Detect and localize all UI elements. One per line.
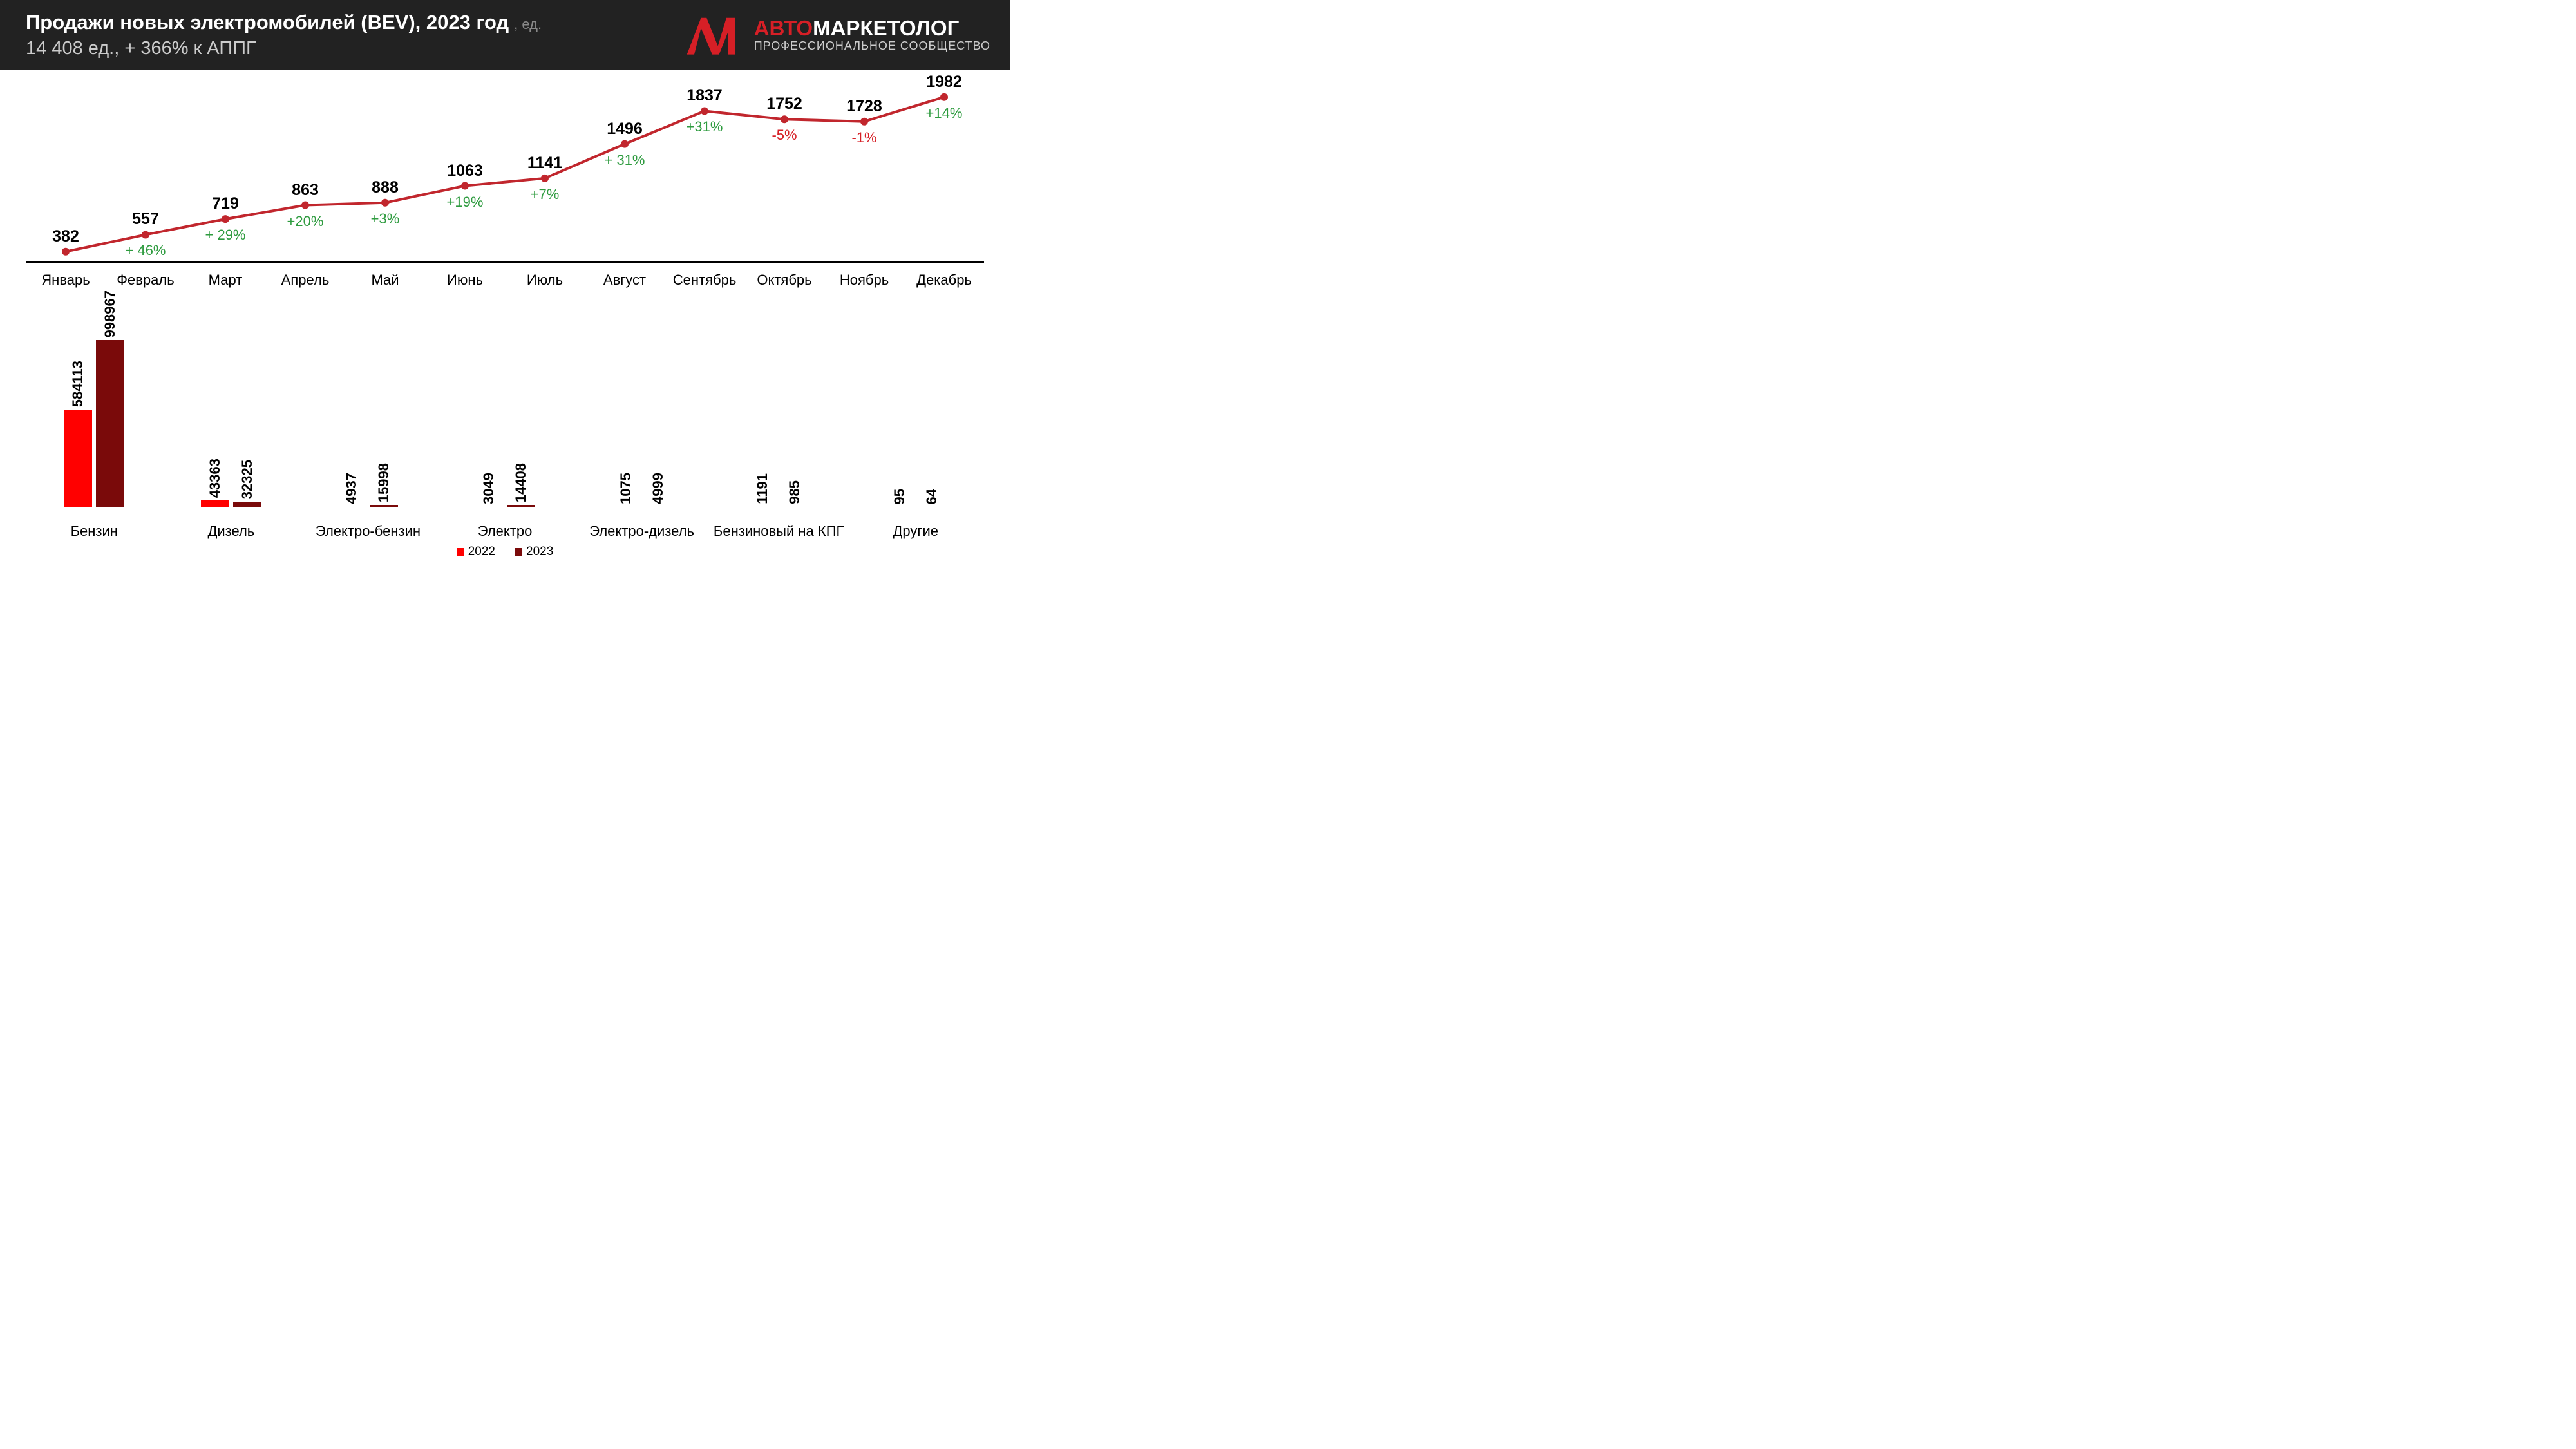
month-label: Апрель bbox=[265, 272, 345, 289]
logo-line2: ПРОФЕССИОНАЛЬНОЕ СООБЩЕСТВО bbox=[754, 40, 990, 53]
month-label: Май bbox=[345, 272, 425, 289]
line-pct: + 31% bbox=[605, 152, 645, 169]
logo-block: АВТОМАРКЕТОЛОГ ПРОФЕССИОНАЛЬНОЕ СООБЩЕСТ… bbox=[683, 12, 990, 57]
legend: 2022 2023 bbox=[26, 545, 984, 559]
month-label: Февраль bbox=[106, 272, 185, 289]
logo-line1: АВТОМАРКЕТОЛОГ bbox=[754, 17, 990, 40]
line-value: 1141 bbox=[527, 154, 562, 173]
bar-value-2022: 4937 bbox=[343, 473, 360, 504]
line-pct: +3% bbox=[371, 211, 400, 227]
logo-icon bbox=[683, 12, 741, 57]
bar-value-2023: 32325 bbox=[239, 460, 256, 499]
line-pct: -1% bbox=[851, 129, 876, 146]
line-value: 1837 bbox=[687, 86, 723, 105]
category-label: Электро-бензин bbox=[299, 523, 437, 540]
header-left: Продажи новых электромобилей (BEV), 2023… bbox=[26, 11, 542, 59]
line-value: 719 bbox=[212, 194, 239, 213]
line-chart: 382 557 + 46% 719 + 29% 863 +20% 888 +3% 1063 +19%… bbox=[26, 82, 984, 289]
line-value: 863 bbox=[292, 181, 319, 200]
category-label: Дизель bbox=[163, 523, 300, 540]
bar-value-2022: 1191 bbox=[754, 473, 771, 504]
month-label: Август bbox=[585, 272, 665, 289]
month-label: Сентябрь bbox=[665, 272, 744, 289]
month-label: Ноябрь bbox=[824, 272, 904, 289]
line-pct: +7% bbox=[531, 186, 560, 203]
bar-chart: 584113998967 43363 32325 4937 15998 3049 14408… bbox=[26, 314, 984, 559]
bar-value-2023: 64 bbox=[923, 489, 940, 504]
bar-value-2023: 4999 bbox=[650, 473, 667, 504]
legend-label-2022: 2022 bbox=[468, 545, 495, 559]
bar-value-2023: 998967 bbox=[102, 290, 118, 337]
logo-red-part: АВТО bbox=[754, 16, 813, 40]
line-pct: +14% bbox=[926, 105, 963, 122]
bar-2023 bbox=[96, 340, 124, 507]
category-label: Электро bbox=[437, 523, 574, 540]
line-value: 557 bbox=[132, 210, 159, 229]
line-value: 382 bbox=[52, 227, 79, 246]
month-label: Октябрь bbox=[744, 272, 824, 289]
x-axis bbox=[26, 261, 984, 263]
line-value: 1063 bbox=[447, 162, 483, 180]
legend-swatch-2023 bbox=[515, 548, 522, 556]
page-title: Продажи новых электромобилей (BEV), 2023… bbox=[26, 11, 509, 34]
line-pct: +20% bbox=[287, 213, 324, 230]
category-labels: БензинДизельЭлектро-бензинЭлектроЭлектро… bbox=[26, 523, 984, 540]
category-label: Бензин bbox=[26, 523, 163, 540]
category-label: Бензиновый на КПГ bbox=[710, 523, 848, 540]
header-bar: Продажи новых электромобилей (BEV), 2023… bbox=[0, 0, 1010, 70]
month-label: Январь bbox=[26, 272, 106, 289]
bar-2022 bbox=[64, 410, 92, 507]
legend-swatch-2022 bbox=[457, 548, 464, 556]
line-svg bbox=[26, 82, 984, 263]
month-label: Июль bbox=[505, 272, 585, 289]
bar-value-2022: 584113 bbox=[70, 361, 86, 407]
bar-value-2023: 14408 bbox=[513, 463, 529, 502]
line-value: 1496 bbox=[607, 120, 643, 138]
line-pct: +31% bbox=[687, 118, 723, 135]
line-value: 888 bbox=[372, 178, 399, 197]
title-row: Продажи новых электромобилей (BEV), 2023… bbox=[26, 11, 542, 34]
logo-white-part: МАРКЕТОЛОГ bbox=[813, 16, 959, 40]
line-pct: + 46% bbox=[126, 242, 166, 259]
category-label: Другие bbox=[847, 523, 984, 540]
subtitle: 14 408 ед., + 366% к АППГ bbox=[26, 38, 542, 59]
bar-groups: 584113998967 43363 32325 4937 15998 3049 14408… bbox=[26, 314, 984, 507]
bar-group: 584113998967 bbox=[26, 340, 163, 507]
bar-value-2023: 985 bbox=[786, 480, 803, 504]
line-value: 1982 bbox=[926, 73, 962, 91]
bar-value-2022: 1075 bbox=[618, 473, 634, 504]
bar-value-2022: 95 bbox=[891, 489, 908, 504]
bar-value-2022: 3049 bbox=[480, 473, 497, 504]
legend-2023: 2023 bbox=[515, 545, 553, 559]
line-pct: +19% bbox=[447, 194, 484, 211]
month-label: Март bbox=[185, 272, 265, 289]
line-pct: + 29% bbox=[205, 227, 246, 243]
line-value: 1728 bbox=[846, 97, 882, 116]
line-pct: -5% bbox=[772, 127, 797, 144]
month-label: Декабрь bbox=[904, 272, 984, 289]
month-labels: ЯнварьФевральМартАпрельМайИюньИюльАвгуст… bbox=[26, 272, 984, 289]
bar-value-2022: 43363 bbox=[207, 459, 223, 498]
bar-value-2023: 15998 bbox=[375, 463, 392, 502]
legend-label-2023: 2023 bbox=[526, 545, 553, 559]
line-value: 1752 bbox=[766, 95, 802, 113]
legend-2022: 2022 bbox=[457, 545, 495, 559]
month-label: Июнь bbox=[425, 272, 505, 289]
category-label: Электро-дизель bbox=[573, 523, 710, 540]
title-unit: , ед. bbox=[514, 16, 542, 33]
logo-text: АВТОМАРКЕТОЛОГ ПРОФЕССИОНАЛЬНОЕ СООБЩЕСТ… bbox=[754, 17, 990, 53]
